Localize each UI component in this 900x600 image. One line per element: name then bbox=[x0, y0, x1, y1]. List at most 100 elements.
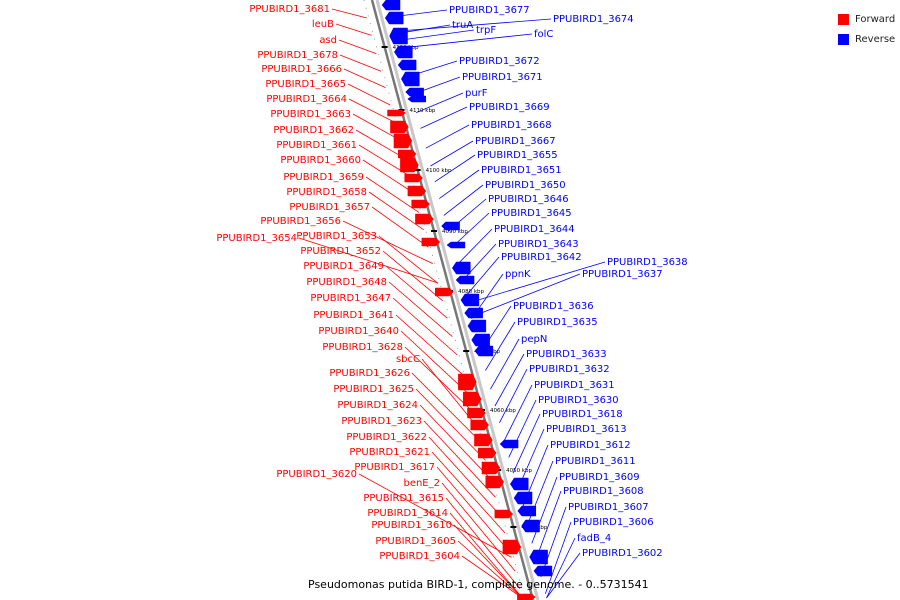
reverse-gene-label: PPUBIRD1_3645 bbox=[491, 208, 572, 219]
reverse-leader-line bbox=[398, 33, 533, 49]
forward-gene-mark bbox=[421, 237, 441, 247]
scale-tick-label: 4110 kbp bbox=[410, 108, 436, 114]
forward-gene-label: PPUBIRD1_3641 bbox=[313, 310, 394, 321]
forward-gene-mark bbox=[517, 593, 536, 600]
map-caption: Pseudomonas putida BIRD-1, complete geno… bbox=[308, 578, 649, 591]
reverse-leader-line bbox=[467, 261, 606, 304]
reverse-gene-label: PPUBIRD1_3633 bbox=[526, 349, 607, 360]
forward-leader-line bbox=[419, 404, 491, 480]
reverse-gene-label: PPUBIRD1_3631 bbox=[534, 380, 615, 391]
scale-tick-label: 4080 kbp bbox=[458, 289, 484, 295]
reverse-leader-line bbox=[521, 444, 549, 508]
reverse-gene-label: PPUBIRD1_3674 bbox=[553, 14, 634, 25]
forward-gene-mark bbox=[458, 373, 477, 391]
reverse-gene-label: pepN bbox=[521, 334, 547, 345]
reverse-gene-mark bbox=[513, 491, 533, 505]
reverse-leader-line bbox=[531, 476, 558, 544]
forward-gene-label: PPUBIRD1_3678 bbox=[257, 50, 338, 61]
reverse-gene-mark bbox=[509, 477, 529, 491]
reverse-leader-line bbox=[546, 552, 581, 599]
reverse-gene-label: trpF bbox=[476, 25, 496, 36]
forward-gene-label: PPUBIRD1_3604 bbox=[379, 551, 460, 562]
reverse-gene-label: PPUBIRD1_3630 bbox=[538, 395, 619, 406]
reverse-gene-label: truA bbox=[452, 20, 473, 31]
forward-gene-label: PPUBIRD1_3626 bbox=[329, 368, 410, 379]
forward-leader-line bbox=[362, 159, 415, 194]
legend-forward-label: Forward bbox=[855, 13, 896, 25]
reverse-leader-line bbox=[544, 521, 572, 594]
reverse-leader-line bbox=[499, 368, 528, 423]
forward-gene-label: PPUBIRD1_3661 bbox=[276, 140, 357, 151]
reverse-gene-mark bbox=[474, 345, 494, 357]
forward-gene-label: PPUBIRD1_3657 bbox=[289, 202, 370, 213]
reverse-gene-mark bbox=[381, 0, 401, 11]
reverse-gene-label: PPUBIRD1_3651 bbox=[481, 165, 562, 176]
reverse-swatch bbox=[838, 33, 849, 45]
reverse-gene-mark bbox=[384, 11, 404, 25]
forward-leader-line bbox=[378, 235, 439, 284]
reverse-gene-label: PPUBIRD1_3650 bbox=[485, 180, 566, 191]
reverse-leader-line bbox=[485, 321, 516, 371]
reverse-leader-line bbox=[406, 60, 458, 78]
reverse-gene-mark bbox=[452, 261, 471, 275]
forward-gene-label: PPUBIRD1_3666 bbox=[261, 64, 342, 75]
forward-gene-label: asd bbox=[319, 35, 337, 46]
forward-leader-line bbox=[421, 358, 477, 426]
forward-gene-label: PPUBIRD1_3663 bbox=[270, 109, 351, 120]
reverse-gene-mark bbox=[455, 275, 475, 285]
forward-gene-label: PPUBIRD1_3660 bbox=[280, 155, 361, 166]
forward-gene-label: PPUBIRD1_3652 bbox=[300, 246, 381, 257]
forward-leader-line bbox=[382, 250, 443, 302]
reverse-gene-label: PPUBIRD1_3637 bbox=[582, 269, 663, 280]
reverse-gene-mark bbox=[407, 95, 427, 103]
forward-gene-label: PPUBIRD1_3614 bbox=[367, 508, 448, 519]
reverse-gene-label: PPUBIRD1_3668 bbox=[471, 120, 552, 131]
scale-tick-label: 4060 kbp bbox=[490, 408, 516, 414]
forward-gene-label: PPUBIRD1_3640 bbox=[318, 326, 399, 337]
reverse-leader-line bbox=[425, 124, 470, 149]
reverse-gene-mark bbox=[460, 293, 480, 307]
forward-gene-mark bbox=[415, 213, 434, 225]
forward-gene-mark bbox=[435, 287, 454, 297]
forward-gene-label: PPUBIRD1_3628 bbox=[322, 342, 403, 353]
forward-gene-label: PPUBIRD1_3615 bbox=[363, 493, 444, 504]
forward-leader-line bbox=[343, 68, 386, 88]
legend: Forward Reverse bbox=[838, 9, 895, 49]
forward-gene-label: PPUBIRD1_3617 bbox=[354, 462, 435, 473]
reverse-leader-line bbox=[480, 305, 512, 353]
forward-leader-line bbox=[339, 54, 382, 72]
reverse-gene-label: PPUBIRD1_3611 bbox=[555, 456, 636, 467]
forward-gene-mark bbox=[481, 461, 501, 475]
reverse-gene-label: PPUBIRD1_3671 bbox=[462, 72, 543, 83]
forward-gene-mark bbox=[477, 447, 497, 459]
forward-leader-line bbox=[395, 314, 463, 375]
reverse-leader-line bbox=[526, 460, 554, 526]
reverse-gene-label: PPUBIRD1_3607 bbox=[568, 502, 649, 513]
forward-gene-mark bbox=[407, 185, 427, 197]
reverse-leader-line bbox=[465, 256, 500, 297]
reverse-leader-line bbox=[447, 198, 487, 232]
reverse-gene-label: folC bbox=[534, 29, 553, 40]
forward-leader-line bbox=[449, 512, 523, 599]
forward-leader-line bbox=[388, 281, 453, 337]
reverse-leader-line bbox=[517, 428, 545, 491]
forward-leader-line bbox=[385, 265, 448, 319]
reverse-gene-label: PPUBIRD1_3667 bbox=[475, 136, 556, 147]
forward-gene-label: leuB bbox=[312, 19, 334, 30]
forward-leader-line bbox=[347, 83, 391, 106]
reverse-leader-line bbox=[390, 9, 448, 18]
reverse-gene-mark bbox=[446, 241, 466, 249]
reverse-gene-label: PPUBIRD1_3644 bbox=[494, 224, 575, 235]
reverse-leader-line bbox=[535, 490, 562, 560]
forward-leader-line bbox=[411, 372, 481, 443]
forward-gene-label: PPUBIRD1_3658 bbox=[286, 187, 367, 198]
forward-gene-label: PPUBIRD1_3648 bbox=[306, 277, 387, 288]
forward-leader-line bbox=[331, 8, 367, 19]
reverse-leader-line bbox=[439, 169, 480, 199]
forward-gene-label: PPUBIRD1_3605 bbox=[375, 536, 456, 547]
forward-leader-line bbox=[423, 420, 496, 498]
reverse-gene-mark bbox=[394, 45, 413, 59]
reverse-gene-label: PPUBIRD1_3643 bbox=[498, 239, 579, 250]
forward-gene-label: PPUBIRD1_3622 bbox=[346, 432, 427, 443]
